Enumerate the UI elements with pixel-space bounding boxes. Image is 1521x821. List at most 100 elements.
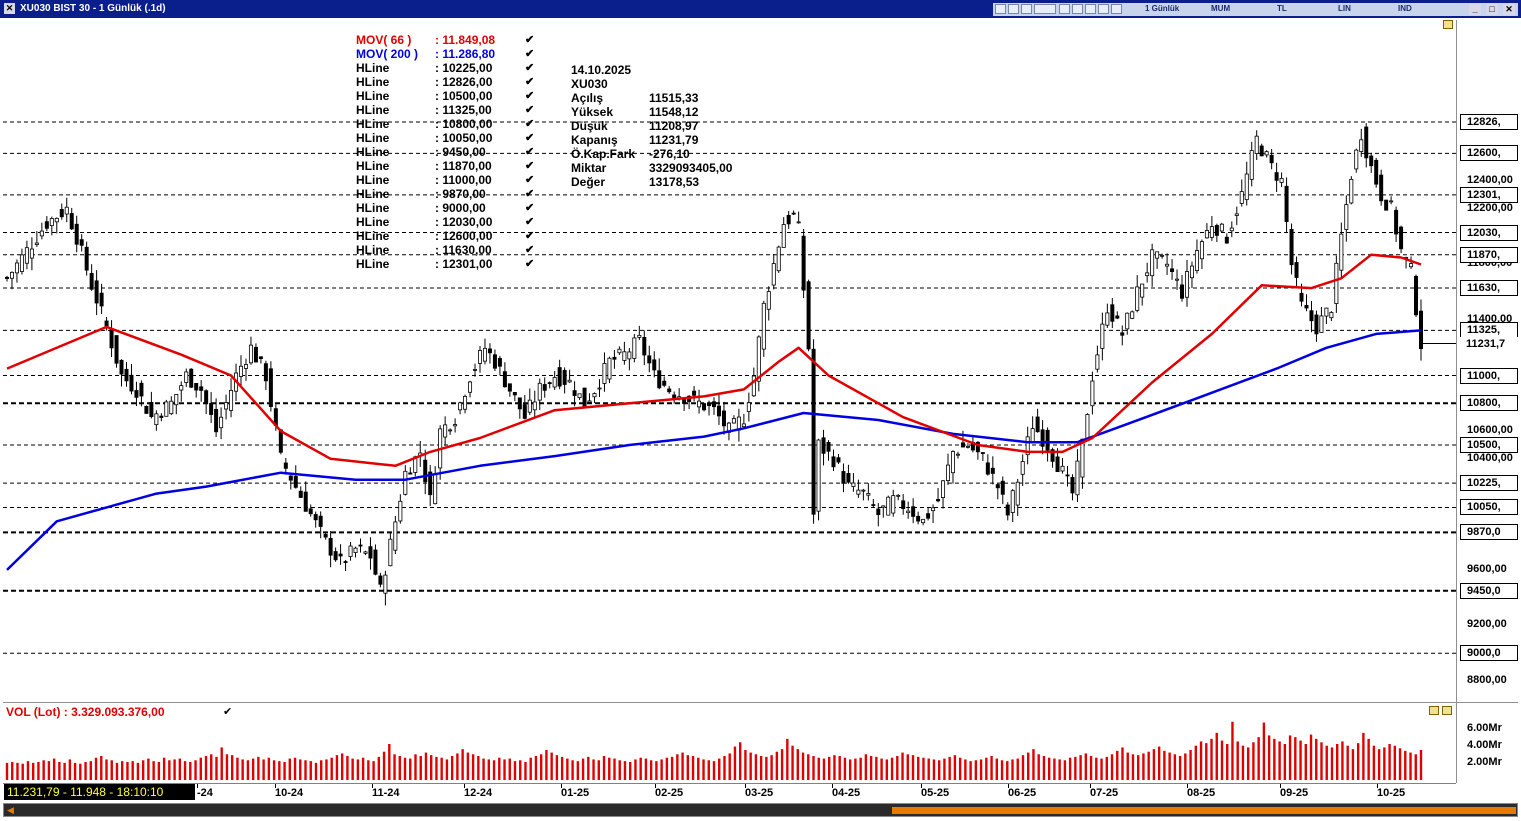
volume-bar	[1236, 741, 1239, 780]
legend-row[interactable]: HLine: 11325,00 ✔	[356, 103, 536, 117]
draw-icon[interactable]	[1072, 4, 1083, 14]
legend-row[interactable]: HLine: 12030,00 ✔	[356, 215, 536, 229]
candle-body	[647, 355, 652, 364]
legend-visible-check[interactable]: ✔	[525, 132, 535, 144]
legend-row[interactable]: HLine: 12826,00 ✔	[356, 75, 536, 89]
volume-bar	[68, 759, 72, 780]
legend-visible-check[interactable]: ✔	[525, 90, 535, 102]
volume-bar	[173, 759, 176, 780]
legend-row[interactable]: MOV( 200 ): 11.286,80 ✔	[356, 47, 536, 61]
close-button[interactable]: ✕	[1503, 4, 1515, 15]
zoom-icon[interactable]	[1059, 4, 1070, 14]
legend-row[interactable]: HLine: 12301,00 ✔	[356, 257, 536, 271]
legend-row[interactable]: HLine: 10225,00 ✔	[356, 61, 536, 75]
volume-bar	[105, 759, 108, 780]
last-price-label: 11231,7	[1460, 337, 1521, 352]
volume-pane-lock-icon[interactable]	[1429, 706, 1439, 715]
legend-visible-check[interactable]: ✔	[525, 76, 535, 88]
info-row: Değer 13178,53	[571, 175, 771, 189]
volume-chart[interactable]	[3, 704, 1456, 782]
candle-body	[1244, 173, 1249, 201]
candle-body	[995, 484, 1000, 489]
volume-tick-label: 4.00Mr	[1467, 738, 1502, 751]
volume-bar	[519, 760, 522, 780]
volume-bar	[121, 761, 124, 780]
info-value: -276,10	[649, 147, 690, 161]
pane-lock-icon[interactable]	[1443, 20, 1453, 29]
pane-divider[interactable]	[3, 702, 1518, 703]
date-tick-label: 01-25	[561, 787, 590, 799]
volume-bar	[597, 760, 600, 780]
open-folder-icon[interactable]	[995, 4, 1006, 14]
legend-row[interactable]: HLine: 10800,00 ✔	[356, 117, 536, 131]
legend-visible-check[interactable]: ✔	[525, 174, 535, 186]
legend-visible-check[interactable]: ✔	[525, 160, 535, 172]
volume-bar	[267, 757, 271, 780]
candle-body	[423, 459, 428, 483]
legend-visible-check[interactable]: ✔	[525, 216, 535, 228]
color-icon[interactable]	[1085, 4, 1096, 14]
minimize-button[interactable]: _	[1469, 4, 1481, 15]
grid-icon[interactable]	[1098, 4, 1109, 14]
legend-row[interactable]: HLine: 11000,00 ✔	[356, 173, 536, 187]
volume-bar	[796, 749, 799, 780]
volume-bar	[52, 758, 56, 780]
candle-body	[1005, 504, 1010, 516]
candle-body	[1209, 226, 1214, 238]
volume-bar	[84, 762, 87, 780]
volume-bar	[430, 755, 433, 780]
legend-row[interactable]: HLine: 9000,00 ✔	[356, 201, 536, 215]
volume-visible-check[interactable]: ✔	[223, 706, 233, 718]
legend-row[interactable]: HLine: 9870,00 ✔	[356, 187, 536, 201]
legend-visible-check[interactable]: ✔	[525, 34, 535, 46]
period-select[interactable]: 1 Günlük	[1145, 4, 1180, 13]
volume-bar	[1226, 744, 1229, 780]
legend-visible-check[interactable]: ✔	[525, 188, 535, 200]
candle-body	[219, 416, 224, 429]
legend-visible-check[interactable]: ✔	[525, 62, 535, 74]
legend-row[interactable]: HLine: 9450,00 ✔	[356, 145, 536, 159]
legend-row[interactable]: HLine: 10500,00 ✔	[356, 89, 536, 103]
maximize-button[interactable]: □	[1486, 4, 1498, 15]
currency-select[interactable]: TL	[1277, 4, 1287, 13]
chart-scrollbar[interactable]: ◀	[3, 803, 1518, 817]
legend-row[interactable]: HLine: 12600,00 ✔	[356, 229, 536, 243]
legend-row[interactable]: HLine: 10050,00 ✔	[356, 131, 536, 145]
price-chart[interactable]	[3, 20, 1456, 700]
volume-bar	[555, 755, 559, 780]
legend-visible-check[interactable]: ✔	[525, 244, 535, 256]
scroll-thumb[interactable]	[892, 807, 1516, 814]
volume-bar	[356, 759, 360, 780]
volume-bar	[1257, 737, 1260, 780]
legend-row[interactable]: HLine: 11870,00 ✔	[356, 159, 536, 173]
candle-body	[547, 382, 552, 385]
chart-style-select[interactable]: MUM	[1211, 4, 1231, 13]
volume-bar	[1341, 741, 1344, 780]
legend-row[interactable]: HLine: 11630,00 ✔	[356, 243, 536, 257]
legend-visible-check[interactable]: ✔	[525, 146, 535, 158]
legend-visible-check[interactable]: ✔	[525, 230, 535, 242]
candle-body	[159, 415, 164, 418]
volume-bar	[539, 754, 543, 780]
tools-icon[interactable]	[1111, 4, 1122, 14]
candle-body	[1394, 209, 1399, 235]
legend-visible-check[interactable]: ✔	[525, 258, 535, 270]
legend-visible-check[interactable]: ✔	[525, 118, 535, 130]
volume-bar	[759, 756, 763, 780]
price-tick-label: 12200,00	[1467, 201, 1513, 214]
save-icon[interactable]	[1021, 4, 1032, 14]
settings-icon[interactable]	[1034, 4, 1056, 14]
volume-bar	[765, 756, 768, 780]
volume-bar	[47, 761, 51, 780]
scale-select[interactable]: LIN	[1338, 4, 1351, 13]
legend-visible-check[interactable]: ✔	[525, 48, 535, 60]
print-icon[interactable]	[1008, 4, 1019, 14]
legend-row[interactable]: MOV( 66 ): 11.849,08 ✔	[356, 33, 536, 47]
date-tick-label: 03-25	[745, 787, 774, 799]
indicator-select[interactable]: IND	[1398, 4, 1412, 13]
legend-visible-check[interactable]: ✔	[525, 202, 535, 214]
scroll-left-arrow-icon[interactable]: ◀	[7, 805, 14, 815]
legend-visible-check[interactable]: ✔	[525, 104, 535, 116]
volume-pane-close-icon[interactable]	[1442, 706, 1452, 715]
window-menu-icon[interactable]: ✕	[4, 3, 15, 14]
